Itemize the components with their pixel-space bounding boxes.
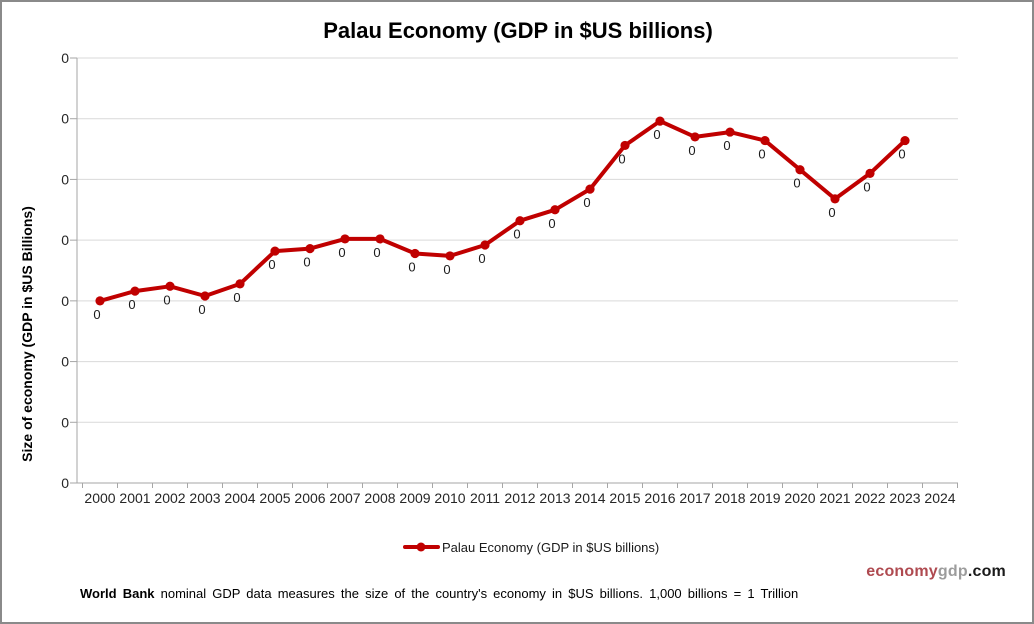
site-logo[interactable]: economygdp.com [866,563,1006,581]
data-point [830,194,840,204]
chart-canvas: Palau Economy (GDP in $US billions) Size… [19,18,958,555]
data-point [340,234,350,244]
y-tick-label: 0 [61,50,69,66]
data-point-label: 0 [303,255,310,270]
x-tick-label: 2014 [574,490,605,506]
x-tick-label: 2023 [889,490,920,506]
data-point [655,116,665,126]
data-point-label: 0 [338,245,345,260]
data-point [200,291,210,301]
data-point-label: 0 [548,216,555,231]
x-tick-label: 2020 [784,490,815,506]
x-tick-label: 2021 [819,490,850,506]
x-tick-label: 2024 [924,490,955,506]
footer-note-source: World Bank [80,586,155,601]
data-point-label: 0 [233,290,240,305]
data-point [865,168,875,178]
data-point [445,251,455,261]
data-point-label: 0 [828,205,835,220]
logo-part-economy: economy [866,563,938,580]
y-tick-label: 0 [61,475,69,491]
footer-note: World Bank nominal GDP data measures the… [80,586,798,601]
data-point-label: 0 [93,307,100,322]
x-tick-label: 2004 [224,490,255,506]
data-point-label: 0 [793,176,800,191]
x-tick-label: 2019 [749,490,780,506]
x-tick-label: 2012 [504,490,535,506]
x-tick-label: 2010 [434,490,465,506]
data-point [585,184,595,194]
data-point-label: 0 [618,151,625,166]
series-line [98,119,907,303]
data-point [515,216,525,226]
data-point-label: 0 [653,127,660,142]
data-point-label: 0 [513,227,520,242]
data-point [550,205,560,215]
y-tick-label: 0 [61,293,69,309]
data-point-label: 0 [128,297,135,312]
y-axis-title: Size of economy (GDP in $US Billions) [19,206,35,462]
data-point [375,234,385,244]
data-point-label: 0 [373,245,380,260]
x-tick-label: 2006 [294,490,325,506]
data-point-label: 0 [758,147,765,162]
logo-part-gdp: gdp [937,563,968,580]
y-tick-label: 0 [61,232,69,248]
data-point [410,248,420,259]
x-tick-label: 2009 [399,490,430,506]
data-point [480,240,490,250]
x-tick-label: 2022 [854,490,885,506]
x-tick-label: 2007 [329,490,360,506]
x-tick-label: 2016 [644,490,675,506]
x-tick-label: 2008 [364,490,395,506]
data-point-label: 0 [478,251,485,266]
data-point-label: 0 [723,138,730,153]
x-tick-label: 2018 [714,490,745,506]
x-tick-label: 2002 [154,490,185,506]
data-point [900,135,910,146]
x-tick-label: 2013 [539,490,570,506]
data-point [95,296,105,306]
data-point-label: 0 [408,260,415,275]
y-tick-label: 0 [61,354,69,370]
logo-part-com: .com [967,563,1006,580]
chart-title: Palau Economy (GDP in $US billions) [323,18,713,43]
data-point [760,135,770,146]
data-point [795,165,805,175]
x-tick-label: 2005 [259,490,290,506]
plot-area: 0 0 0 0 0 0 0 0 2000 2001 2002 2003 2004 2005 2006 2007… [61,50,958,506]
legend: Palau Economy (GDP in $US billions) [403,540,659,555]
legend-label: Palau Economy (GDP in $US billions) [442,540,659,555]
data-point [725,127,735,137]
data-point-label: 0 [898,147,905,162]
data-point-label: 0 [163,292,170,307]
y-tick-label: 0 [61,111,69,127]
data-point-label: 0 [688,143,695,158]
data-point [270,246,280,256]
x-tick-label: 2003 [189,490,220,506]
data-point [305,244,315,254]
x-tick-label: 2011 [470,490,500,506]
data-point-label: 0 [863,179,870,194]
data-point [130,286,140,296]
y-tick-label: 0 [61,171,69,187]
data-point [690,132,700,142]
data-point-label: 0 [443,262,450,277]
data-point-label: 0 [583,195,590,210]
x-tick-label: 2001 [119,490,150,506]
data-point [235,279,245,289]
x-tick-label: 2017 [679,490,710,506]
data-point [620,140,630,151]
legend-marker-point [416,542,426,552]
data-point-label: 0 [268,257,275,272]
y-tick-label: 0 [61,414,69,430]
data-point-label: 0 [198,302,205,317]
x-tick-label: 2015 [609,490,640,506]
footer-note-text: nominal GDP data measures the size of th… [154,586,799,601]
x-tick-label: 2000 [84,490,115,506]
data-point [165,281,175,291]
